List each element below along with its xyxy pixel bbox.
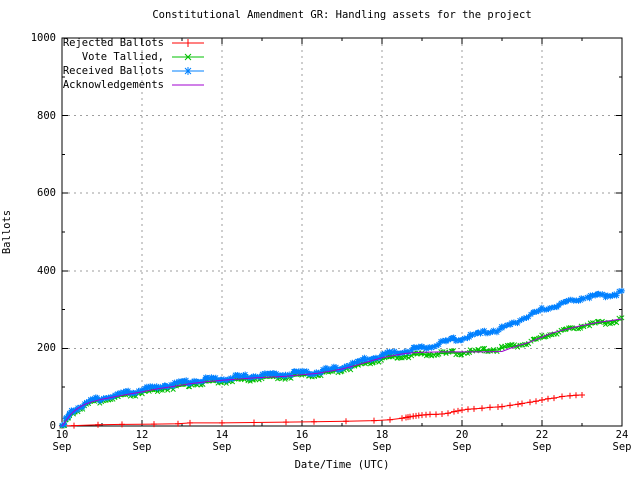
chart-title: Constitutional Amendment GR: Handling as…	[152, 9, 532, 21]
x-tick-day: 22	[535, 429, 549, 441]
x-tick-label-18-sep: 18 Sep	[362, 429, 402, 453]
series-received-ballots	[59, 287, 625, 429]
x-axis-label: Date/Time (UTC)	[294, 459, 390, 471]
series-acknowledgements	[61, 318, 623, 427]
legend-label: Acknowledgements	[62, 79, 164, 91]
y-tick-label-800: 800	[37, 109, 56, 122]
x-tick-month: Sep	[532, 441, 552, 453]
y-tick-label-0: 0	[49, 420, 56, 432]
y-tick-label-400: 400	[37, 264, 56, 277]
x-tick-month: Sep	[612, 441, 632, 453]
x-tick-label-10-sep: 10 Sep	[42, 429, 82, 453]
y-axis-label: Ballots	[1, 209, 13, 255]
x-tick-month: Sep	[52, 441, 72, 453]
legend-item-vote-tallied: Vote Tallied,	[52, 50, 206, 64]
x-tick-day: 18	[375, 429, 389, 441]
series-vote-tallied	[59, 315, 625, 429]
x-tick-month: Sep	[212, 441, 232, 453]
plot-border-and-ticks	[61, 37, 623, 427]
x-tick-day: 12	[135, 429, 149, 441]
x-tick-day: 14	[215, 429, 229, 441]
x-tick-label-14-sep: 14 Sep	[202, 429, 242, 453]
y-tick-label-1000: 1000	[30, 32, 56, 44]
x-tick-label-20-sep: 20 Sep	[442, 429, 482, 453]
legend-line-icon-acknowledgements	[172, 84, 204, 86]
x-tick-day: 10	[55, 429, 69, 441]
legend-label: Vote Tallied,	[81, 51, 164, 63]
x-tick-month: Sep	[372, 441, 392, 453]
x-tick-label-24-sep: 24 Sep	[602, 429, 640, 453]
legend-item-received-ballots: Received Ballots	[52, 64, 206, 78]
x-tick-label-16-sep: 16 Sep	[282, 429, 322, 453]
legend-item-acknowledgements: Acknowledgements	[52, 78, 206, 92]
x-tick-label-22-sep: 22 Sep	[522, 429, 562, 453]
legend-line-icon-vote-tallied	[172, 53, 204, 61]
legend-label: Received Ballots	[62, 65, 164, 77]
x-tick-month: Sep	[132, 441, 152, 453]
legend-item-rejected-ballots: Rejected Ballots	[52, 36, 206, 50]
legend-label: Rejected Ballots	[62, 37, 164, 49]
x-tick-month: Sep	[452, 441, 472, 453]
legend-line-icon-received-ballots	[172, 67, 204, 75]
x-tick-label-12-sep: 12 Sep	[122, 429, 162, 453]
x-tick-month: Sep	[292, 441, 312, 453]
x-tick-day: 16	[295, 429, 309, 441]
x-tick-day: 24	[615, 429, 629, 441]
x-tick-day: 20	[455, 429, 469, 441]
series-rejected-ballots	[59, 392, 585, 429]
legend: Rejected Ballots Vote Tallied, Received Ba…	[52, 36, 206, 92]
legend-line-icon-rejected-ballots	[172, 39, 204, 47]
y-tick-label-600: 600	[37, 187, 56, 200]
y-tick-label-200: 200	[37, 342, 56, 355]
